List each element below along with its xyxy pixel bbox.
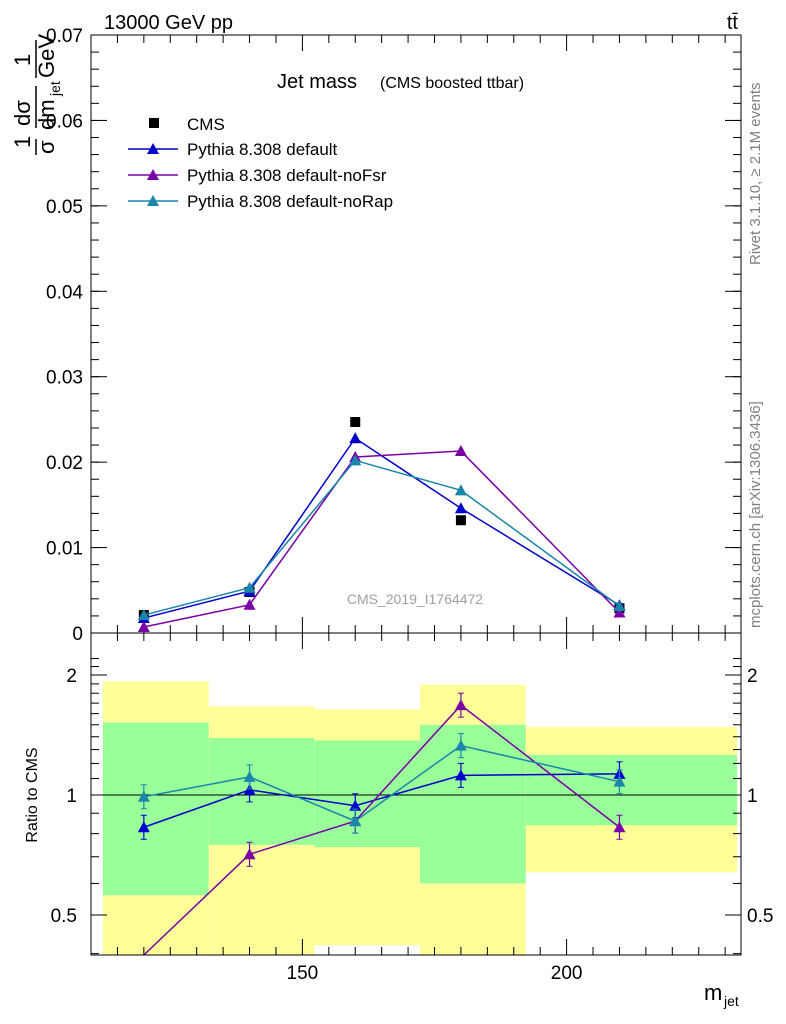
legend: CMS Pythia 8.308 default Pythia 8.308 de… — [128, 115, 393, 211]
y-tick-label: 0.07 — [46, 26, 83, 47]
data-point — [243, 581, 256, 593]
ratio-y-tick-label-right: 0.5 — [747, 906, 773, 927]
uncertainty-band-inner — [103, 722, 209, 896]
ratio-y-tick-label-right: 1 — [747, 786, 758, 807]
ratio-data-point — [137, 821, 150, 833]
ratio-y-axis-title: Ratio to CMS — [24, 747, 41, 842]
y-tick-label: 0.01 — [46, 539, 83, 560]
ratio-data-point — [613, 775, 626, 787]
svg-text:dσ: dσ — [10, 100, 35, 126]
svg-text:CMS: CMS — [187, 115, 225, 134]
svg-text:Pythia 8.308 default-noFsr: Pythia 8.308 default-noFsr — [187, 166, 387, 185]
watermark: CMS_2019_I1764472 — [347, 591, 483, 607]
data-point — [613, 606, 626, 618]
y-tick-label: 0.02 — [46, 453, 83, 474]
ratio-y-tick-label-right: 2 — [747, 666, 758, 687]
main-y-axis-title: 1 σ dσ dm jet 1 GeV — [10, 34, 63, 155]
svg-text:GeV: GeV — [34, 34, 59, 78]
uncertainty-band-inner — [314, 740, 421, 848]
data-point — [243, 598, 256, 610]
y-tick-label: 0.06 — [46, 111, 83, 132]
data-point-cms — [350, 416, 361, 427]
svg-text:1: 1 — [10, 136, 35, 148]
uncertainty-band-inner — [420, 724, 526, 884]
main-panel: 0 0.01 0.02 0.03 0.04 0.05 0.06 0.07 1 σ dσ dm … — [10, 26, 742, 645]
data-point — [349, 432, 362, 444]
mcplots-label: mcplots.cern.ch [arXiv:1306.3436] — [747, 401, 764, 628]
y-tick-label: 0 — [72, 624, 83, 645]
chart-title: Jet mass — [277, 71, 357, 93]
svg-text:m: m — [704, 980, 722, 1005]
ratio-data-point — [454, 769, 467, 781]
data-point — [137, 621, 150, 633]
data-point — [454, 445, 467, 457]
ratio-data-point — [349, 799, 362, 811]
ratio-frame — [90, 632, 742, 956]
ratio-data-point — [243, 770, 256, 782]
ratio-data-point — [137, 790, 150, 802]
legend-entry-nofsr: Pythia 8.308 default-noFsr — [128, 166, 387, 185]
process-label: tt̄ — [727, 12, 739, 34]
data-point — [454, 484, 467, 496]
svg-text:jet: jet — [47, 81, 63, 97]
data-point — [613, 600, 626, 612]
uncertainty-band-inner — [525, 754, 738, 826]
x-axis-title: m jet — [704, 980, 739, 1009]
ratio-data-point — [243, 848, 256, 860]
energy-label: 13000 GeV pp — [104, 12, 233, 34]
ratio-data-point — [454, 739, 467, 751]
ratio-y-tick-label: 0.5 — [51, 906, 77, 927]
svg-text:1: 1 — [10, 54, 35, 66]
legend-entry-norap: Pythia 8.308 default-noRap — [128, 192, 393, 211]
legend-entry-default: Pythia 8.308 default — [128, 140, 338, 159]
data-point — [454, 502, 467, 514]
svg-text:σ: σ — [34, 140, 59, 154]
rivet-label: Rivet 3.1.10, ≥ 2.1M events — [747, 83, 764, 266]
ratio-y-tick-label: 1 — [66, 786, 77, 807]
ratio-panel: 0.5 0.5 1 1 2 2 150 200 Ratio to CMS m jet — [24, 632, 773, 1009]
svg-text:jet: jet — [723, 993, 739, 1009]
x-tick-label: 150 — [287, 963, 319, 984]
data-point-cms — [455, 515, 466, 526]
y-tick-label: 0.05 — [46, 197, 83, 218]
y-tick-label: 0.04 — [46, 282, 83, 303]
ratio-data-point — [349, 815, 362, 827]
ratio-data-point — [613, 821, 626, 833]
data-point — [349, 454, 362, 466]
svg-text:Pythia 8.308 default-noRap: Pythia 8.308 default-noRap — [187, 192, 393, 211]
data-point — [137, 609, 150, 621]
x-tick-label: 200 — [551, 963, 583, 984]
y-tick-label: 0.03 — [46, 368, 83, 389]
chart-subtitle: (CMS boosted ttbar) — [380, 75, 524, 92]
svg-text:Pythia 8.308 default: Pythia 8.308 default — [187, 140, 338, 159]
ratio-data-point — [454, 699, 467, 711]
legend-entry-cms: CMS — [149, 115, 225, 134]
ratio-y-tick-label: 2 — [66, 666, 77, 687]
svg-text:dm: dm — [34, 99, 59, 130]
